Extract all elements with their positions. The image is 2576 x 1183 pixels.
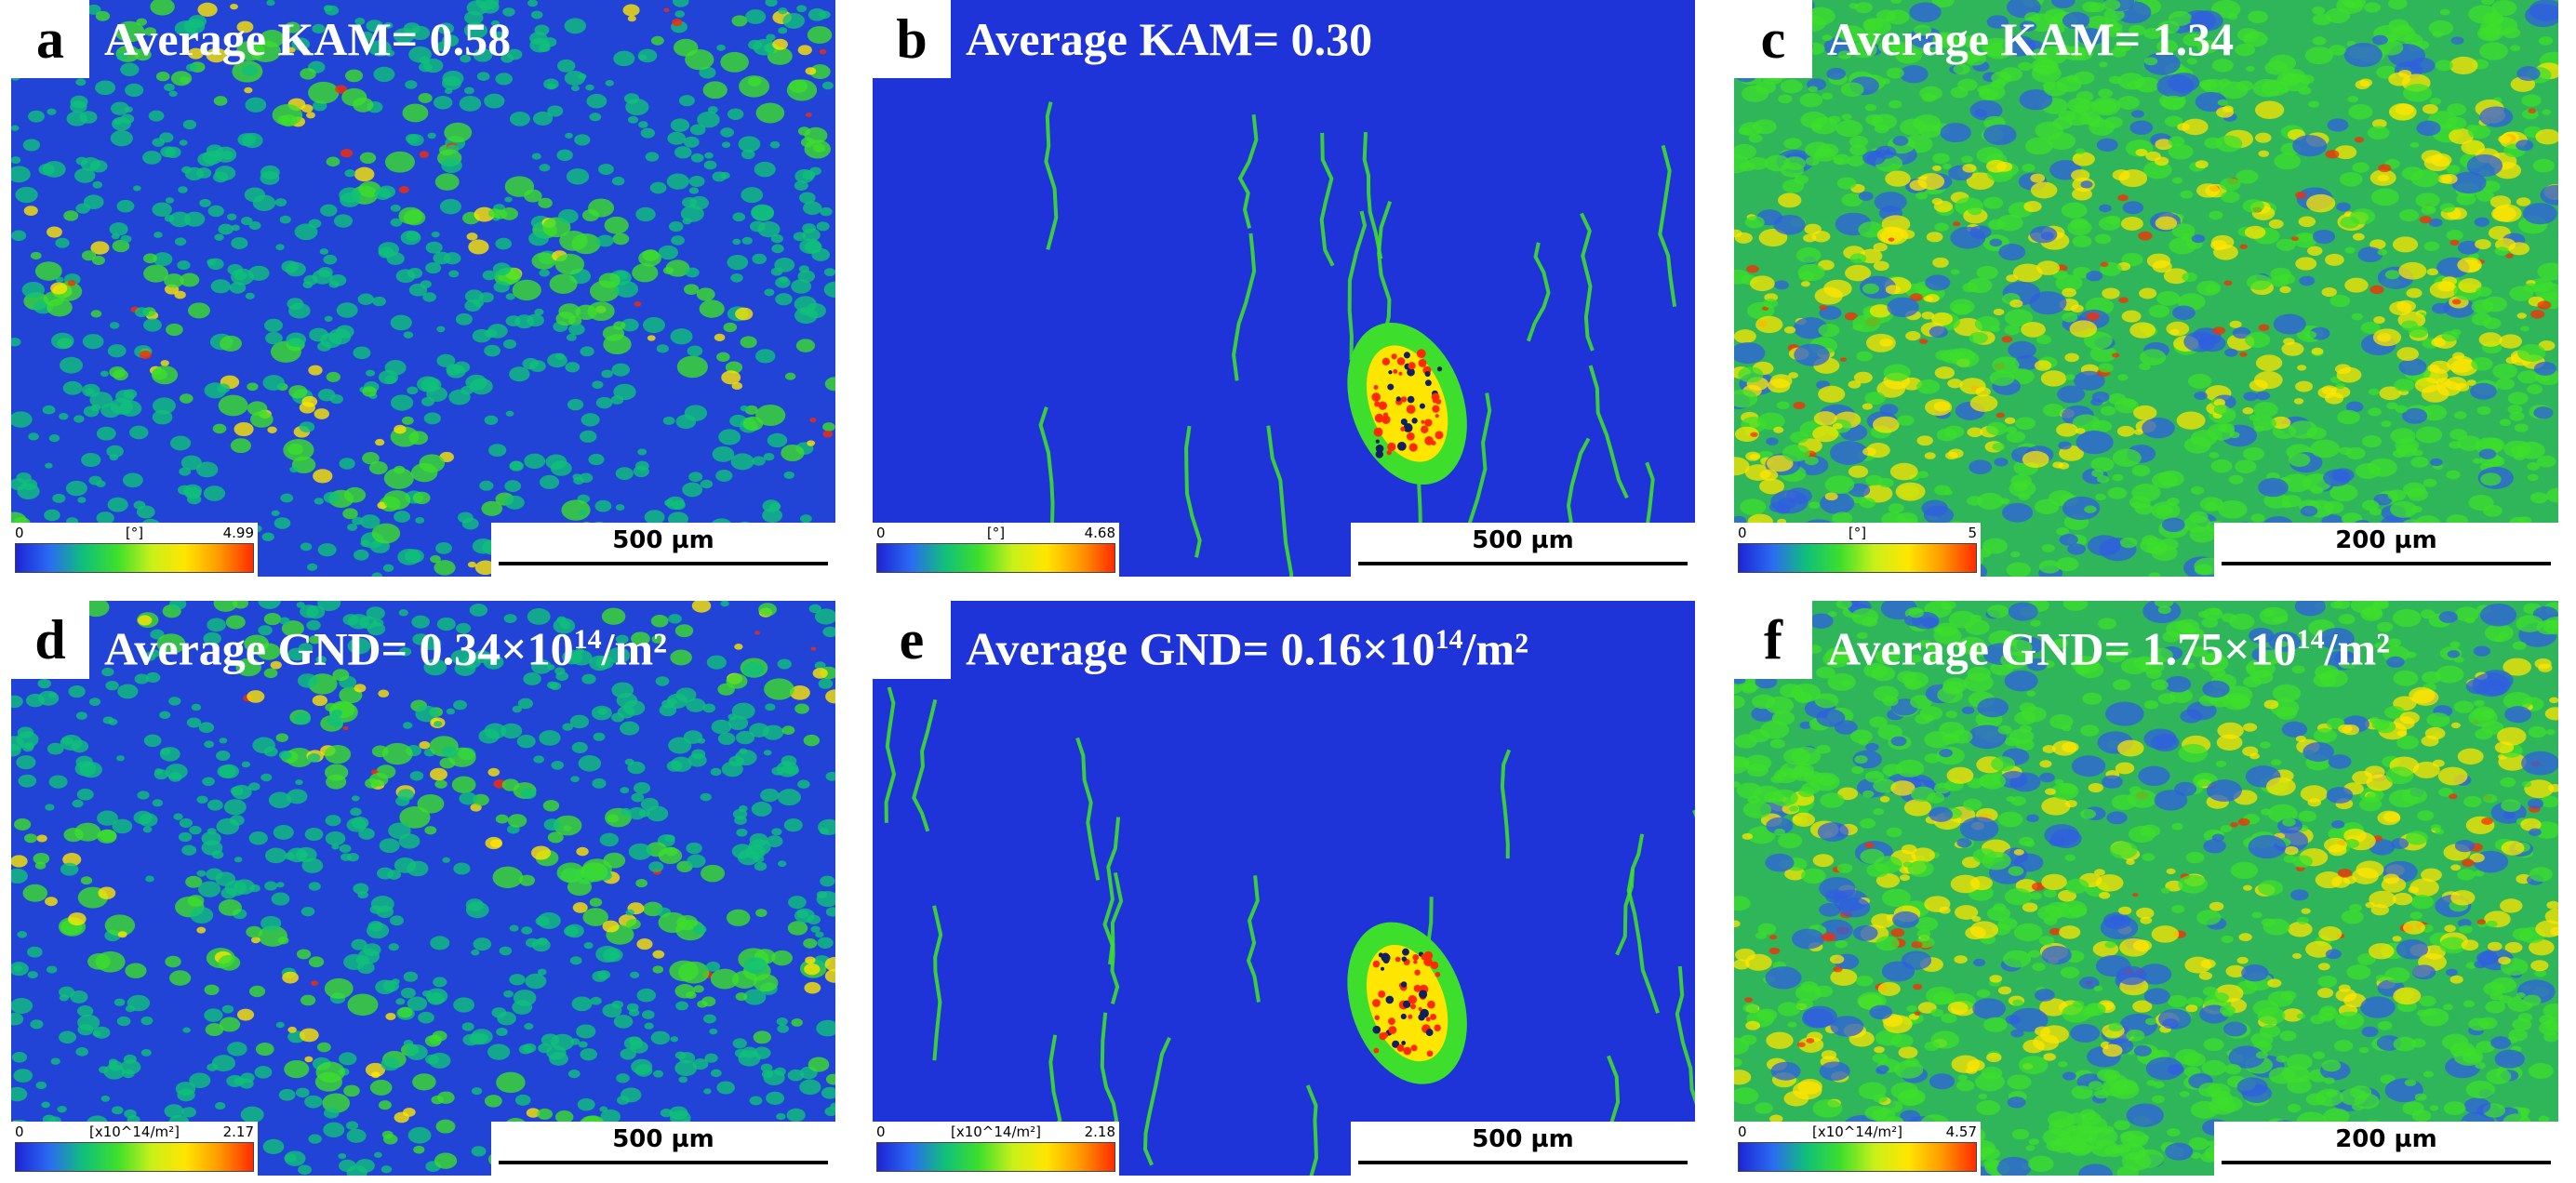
legend-min: 0: [1738, 525, 1747, 541]
legend-min: 0: [876, 525, 886, 541]
panel-letter: e: [873, 601, 951, 679]
scale-bar-label: 200 µm: [2335, 526, 2437, 554]
scale-bar-label: 500 µm: [612, 526, 714, 554]
legend-colorbar: [876, 1142, 1115, 1172]
legend-min: 0: [876, 1123, 886, 1140]
legend-max: 2.17: [222, 1123, 254, 1140]
panel-b: b Average KAM= 0.30 0 [°] 4.68 500 µm: [873, 0, 1695, 577]
legend-max: 4.57: [1945, 1123, 1977, 1140]
legend-colorbar: [1738, 543, 1977, 573]
panel-title: Average KAM= 0.30: [966, 13, 1373, 65]
scale-bar: 500 µm: [491, 523, 835, 577]
legend-colorbar: [876, 543, 1115, 573]
scale-bar-line: [2222, 1161, 2551, 1164]
color-legend: 0 [x10^14/m²] 2.17: [11, 1122, 258, 1176]
legend-max: 4.99: [222, 525, 254, 541]
scale-bar-label: 500 µm: [1472, 1125, 1574, 1153]
legend-unit: [x10^14/m²]: [88, 1123, 180, 1140]
legend-unit: [x10^14/m²]: [1811, 1123, 1902, 1140]
panel-letter: c: [1734, 0, 1812, 78]
scale-bar-line: [1358, 1161, 1688, 1164]
scale-bar-label: 500 µm: [612, 1125, 714, 1153]
color-legend: 0 [°] 4.68: [873, 523, 1119, 577]
kam-map-image: [1734, 0, 2558, 577]
legend-unit: [°]: [125, 525, 144, 541]
color-legend: 0 [x10^14/m²] 4.57: [1734, 1122, 1981, 1176]
panel-f: f Average GND= 1.75×1014/m² 0 [x10^14/m²…: [1734, 601, 2558, 1176]
scale-bar: 500 µm: [1351, 1122, 1695, 1176]
legend-max: 2.18: [1084, 1123, 1115, 1140]
panel-a: a Average KAM= 0.58 0 [°] 4.99 500 µm: [11, 0, 835, 577]
legend-unit: [x10^14/m²]: [950, 1123, 1041, 1140]
scale-bar-label: 200 µm: [2335, 1125, 2437, 1153]
kam-map-image: [11, 0, 835, 577]
scale-bar-label: 500 µm: [1472, 526, 1574, 554]
scale-bar: 200 µm: [2214, 1122, 2558, 1176]
legend-colorbar: [15, 1142, 254, 1172]
panel-e: e Average GND= 0.16×1014/m² 0 [x10^14/m²…: [873, 601, 1695, 1176]
scale-bar-line: [499, 1161, 828, 1164]
panel-d: d Average GND= 0.34×1014/m² 0 [x10^14/m²…: [11, 601, 835, 1176]
kam-map-image: [873, 0, 1695, 577]
panel-title: Average KAM= 0.58: [104, 13, 512, 65]
panel-letter: f: [1734, 601, 1812, 679]
panel-title: Average KAM= 1.34: [1827, 13, 2235, 65]
scale-bar: 200 µm: [2214, 523, 2558, 577]
panel-title: Average GND= 0.34×1014/m²: [104, 622, 668, 675]
color-legend: 0 [°] 4.99: [11, 523, 258, 577]
legend-colorbar: [15, 543, 254, 573]
legend-min: 0: [15, 1123, 24, 1140]
legend-max: 5: [1968, 525, 1977, 541]
scale-bar-line: [2222, 562, 2551, 565]
panel-letter: a: [11, 0, 89, 78]
gnd-map-image: [11, 601, 835, 1176]
scale-bar: 500 µm: [1351, 523, 1695, 577]
panel-title: Average GND= 0.16×1014/m²: [966, 622, 1529, 675]
color-legend: 0 [°] 5: [1734, 523, 1981, 577]
legend-max: 4.68: [1084, 525, 1115, 541]
legend-min: 0: [15, 525, 24, 541]
legend-min: 0: [1738, 1123, 1747, 1140]
legend-unit: [°]: [986, 525, 1006, 541]
scale-bar: 500 µm: [491, 1122, 835, 1176]
gnd-map-image: [873, 601, 1695, 1176]
color-legend: 0 [x10^14/m²] 2.18: [873, 1122, 1119, 1176]
scale-bar-line: [499, 562, 828, 565]
scale-bar-line: [1358, 562, 1688, 565]
legend-unit: [°]: [1848, 525, 1867, 541]
panel-c: c Average KAM= 1.34 0 [°] 5 200 µm: [1734, 0, 2558, 577]
panel-title: Average GND= 1.75×1014/m²: [1827, 622, 2391, 675]
legend-colorbar: [1738, 1142, 1977, 1172]
panel-letter: b: [873, 0, 951, 78]
panel-letter: d: [11, 601, 89, 679]
